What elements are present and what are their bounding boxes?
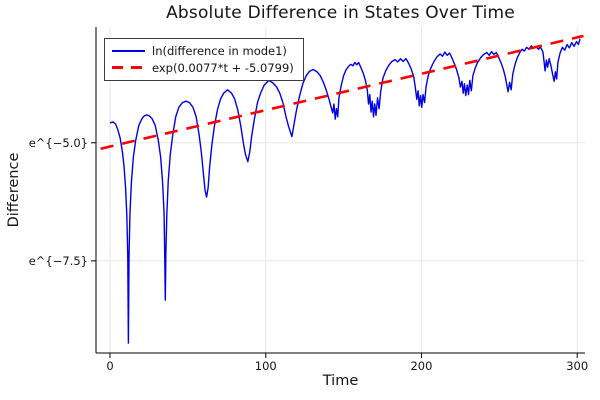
x-tick-label: 200	[410, 359, 433, 373]
series-line-1	[100, 34, 584, 150]
y-tick-label: e^{−7.5}	[28, 253, 88, 268]
legend: ln(difference in mode1) exp(0.0077*t + -…	[104, 38, 304, 81]
legend-solid-line-sample	[112, 49, 145, 52]
y-tick-label: e^{−5.0}	[28, 135, 88, 150]
chart-title: Absolute Difference in States Over Time	[166, 3, 515, 23]
x-axis-label: Time	[322, 373, 359, 389]
y-axis-label: Difference	[6, 152, 22, 228]
legend-entry-data-series: ln(difference in mode1)	[112, 42, 294, 59]
x-tick-label: 0	[106, 359, 114, 373]
legend-label: exp(0.0077*t + -5.0799)	[152, 60, 294, 75]
x-tick-label: 100	[254, 359, 277, 373]
legend-label: ln(difference in mode1)	[152, 43, 287, 58]
x-tick-label: 300	[566, 359, 589, 373]
series-line-0	[109, 38, 581, 344]
legend-dashed-line-sample	[112, 66, 145, 69]
legend-entry-fit-line: exp(0.0077*t + -5.0799)	[112, 59, 294, 76]
